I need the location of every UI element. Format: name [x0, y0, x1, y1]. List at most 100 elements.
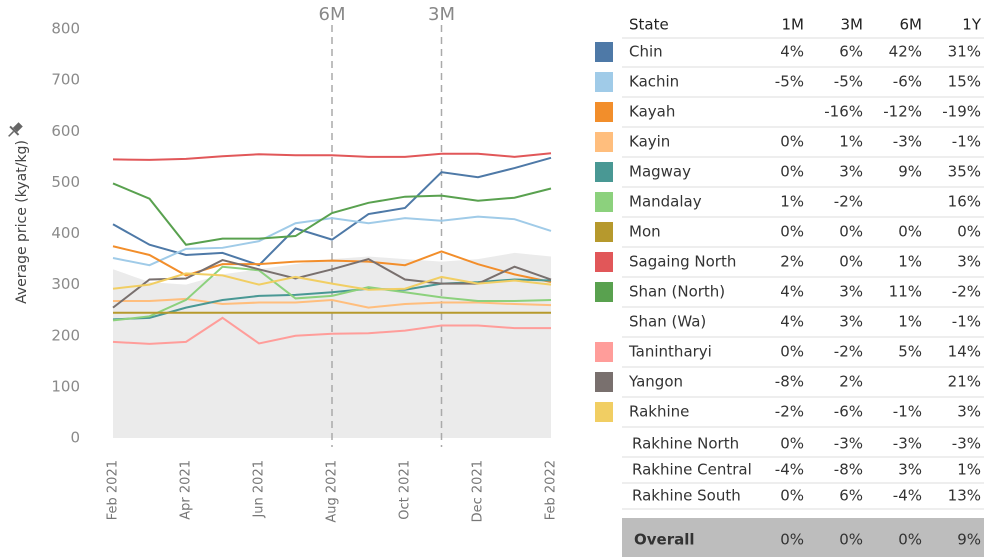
- x-tick-label: Feb 2021: [106, 460, 121, 520]
- table-cell: 16%: [948, 193, 981, 211]
- table-cell: Shan (North): [629, 283, 725, 301]
- y-tick-label: 100: [51, 377, 80, 395]
- legend-swatch: [595, 132, 613, 152]
- table-cell: -3%: [952, 435, 981, 453]
- table-footer-cell: 0%: [898, 531, 922, 549]
- series-line: [112, 245, 552, 284]
- table-cell: 0%: [780, 343, 804, 361]
- y-tick-label: 300: [51, 275, 80, 293]
- table-cell: Rakhine Central: [632, 461, 752, 479]
- reference-label: 6M: [319, 4, 346, 25]
- x-tick-label: Aug 2021: [325, 460, 340, 523]
- table-cell: Rakhine: [629, 403, 689, 421]
- table-footer-cell: 0%: [839, 531, 863, 549]
- table-cell: 3%: [957, 403, 981, 421]
- table-cell: -6%: [834, 403, 863, 421]
- table-cell: 35%: [948, 163, 981, 181]
- x-tick-label: Dec 2021: [471, 460, 486, 522]
- table-cell: 0%: [780, 487, 804, 505]
- x-tick-label: Oct 2021: [398, 460, 413, 520]
- table-cell: -3%: [893, 435, 922, 453]
- table-cell: 13%: [948, 487, 981, 505]
- table-cell: Rakhine South: [632, 487, 741, 505]
- legend-swatch: [595, 192, 613, 212]
- pin-icon: [8, 122, 23, 137]
- table-cell: 1%: [957, 461, 981, 479]
- table-cell: Chin: [629, 43, 663, 61]
- table-cell: -12%: [883, 103, 922, 121]
- table-cell: -6%: [893, 73, 922, 91]
- table-cell: 0%: [839, 223, 863, 241]
- series-line: [112, 182, 552, 246]
- table-cell: -2%: [834, 343, 863, 361]
- y-tick-label: 400: [51, 224, 80, 242]
- reference-label: 3M: [428, 4, 455, 25]
- table-cell: 2%: [839, 373, 863, 391]
- y-tick-label: 200: [51, 326, 80, 344]
- table-cell: Yangon: [628, 373, 683, 391]
- legend-swatch: [595, 252, 613, 272]
- table-cell: -2%: [952, 283, 981, 301]
- series-line: [112, 215, 552, 267]
- table-cell: Kachin: [629, 73, 679, 91]
- table-cell: Rakhine North: [632, 435, 739, 453]
- overall-row-bg: [622, 518, 984, 557]
- table-cell: 3%: [957, 253, 981, 271]
- table-cell: -4%: [893, 487, 922, 505]
- table-cell: Shan (Wa): [629, 313, 706, 331]
- y-tick-label: 500: [51, 173, 80, 191]
- table-footer-cell: 0%: [780, 531, 804, 549]
- table-cell: 0%: [780, 435, 804, 453]
- legend-swatch: [595, 282, 613, 302]
- table-header: 6M: [900, 16, 923, 34]
- table-header: State: [629, 16, 669, 34]
- x-tick-label: Jun 2021: [252, 460, 267, 519]
- table-cell: 5%: [898, 343, 922, 361]
- table-cell: 3%: [898, 461, 922, 479]
- table-cell: 0%: [780, 163, 804, 181]
- table-cell: -5%: [775, 73, 804, 91]
- series-line: [112, 152, 552, 161]
- table-cell: -16%: [824, 103, 863, 121]
- table-cell: 11%: [889, 283, 922, 301]
- table-cell: 1%: [780, 193, 804, 211]
- table-cell: -3%: [893, 133, 922, 151]
- table-footer-cell: Overall: [634, 531, 695, 549]
- table-footer-cell: 9%: [957, 531, 981, 549]
- table-cell: Kayah: [629, 103, 675, 121]
- legend-swatch: [595, 342, 613, 362]
- table-cell: -2%: [834, 193, 863, 211]
- table-cell: 4%: [780, 313, 804, 331]
- table-cell: Sagaing North: [629, 253, 736, 271]
- table-cell: -8%: [775, 373, 804, 391]
- series-line: [112, 156, 552, 267]
- legend-swatch: [595, 102, 613, 122]
- table-cell: 15%: [948, 73, 981, 91]
- table-cell: 0%: [898, 223, 922, 241]
- x-tick-label: Apr 2021: [179, 460, 194, 520]
- y-axis-label: Average price (kyat/kg): [14, 140, 30, 304]
- legend-swatch: [595, 372, 613, 392]
- table-cell: 1%: [898, 253, 922, 271]
- table-cell: 14%: [948, 343, 981, 361]
- table-cell: 4%: [780, 43, 804, 61]
- table-cell: -1%: [952, 313, 981, 331]
- series-line: [112, 316, 551, 345]
- table-cell: 0%: [839, 253, 863, 271]
- table-cell: 0%: [780, 223, 804, 241]
- legend-swatch: [595, 222, 613, 242]
- legend-swatch: [595, 402, 613, 422]
- table-header: 1M: [782, 16, 805, 34]
- table-cell: 0%: [780, 133, 804, 151]
- table-cell: -8%: [834, 461, 863, 479]
- legend-swatch: [595, 162, 613, 182]
- table-cell: Mon: [629, 223, 661, 241]
- table-header: 1Y: [962, 16, 982, 34]
- series-line: [112, 278, 552, 321]
- table-cell: -1%: [893, 403, 922, 421]
- table-cell: 3%: [839, 163, 863, 181]
- table-cell: -2%: [775, 403, 804, 421]
- table-header: 3M: [841, 16, 864, 34]
- table-cell: Mandalay: [629, 193, 702, 211]
